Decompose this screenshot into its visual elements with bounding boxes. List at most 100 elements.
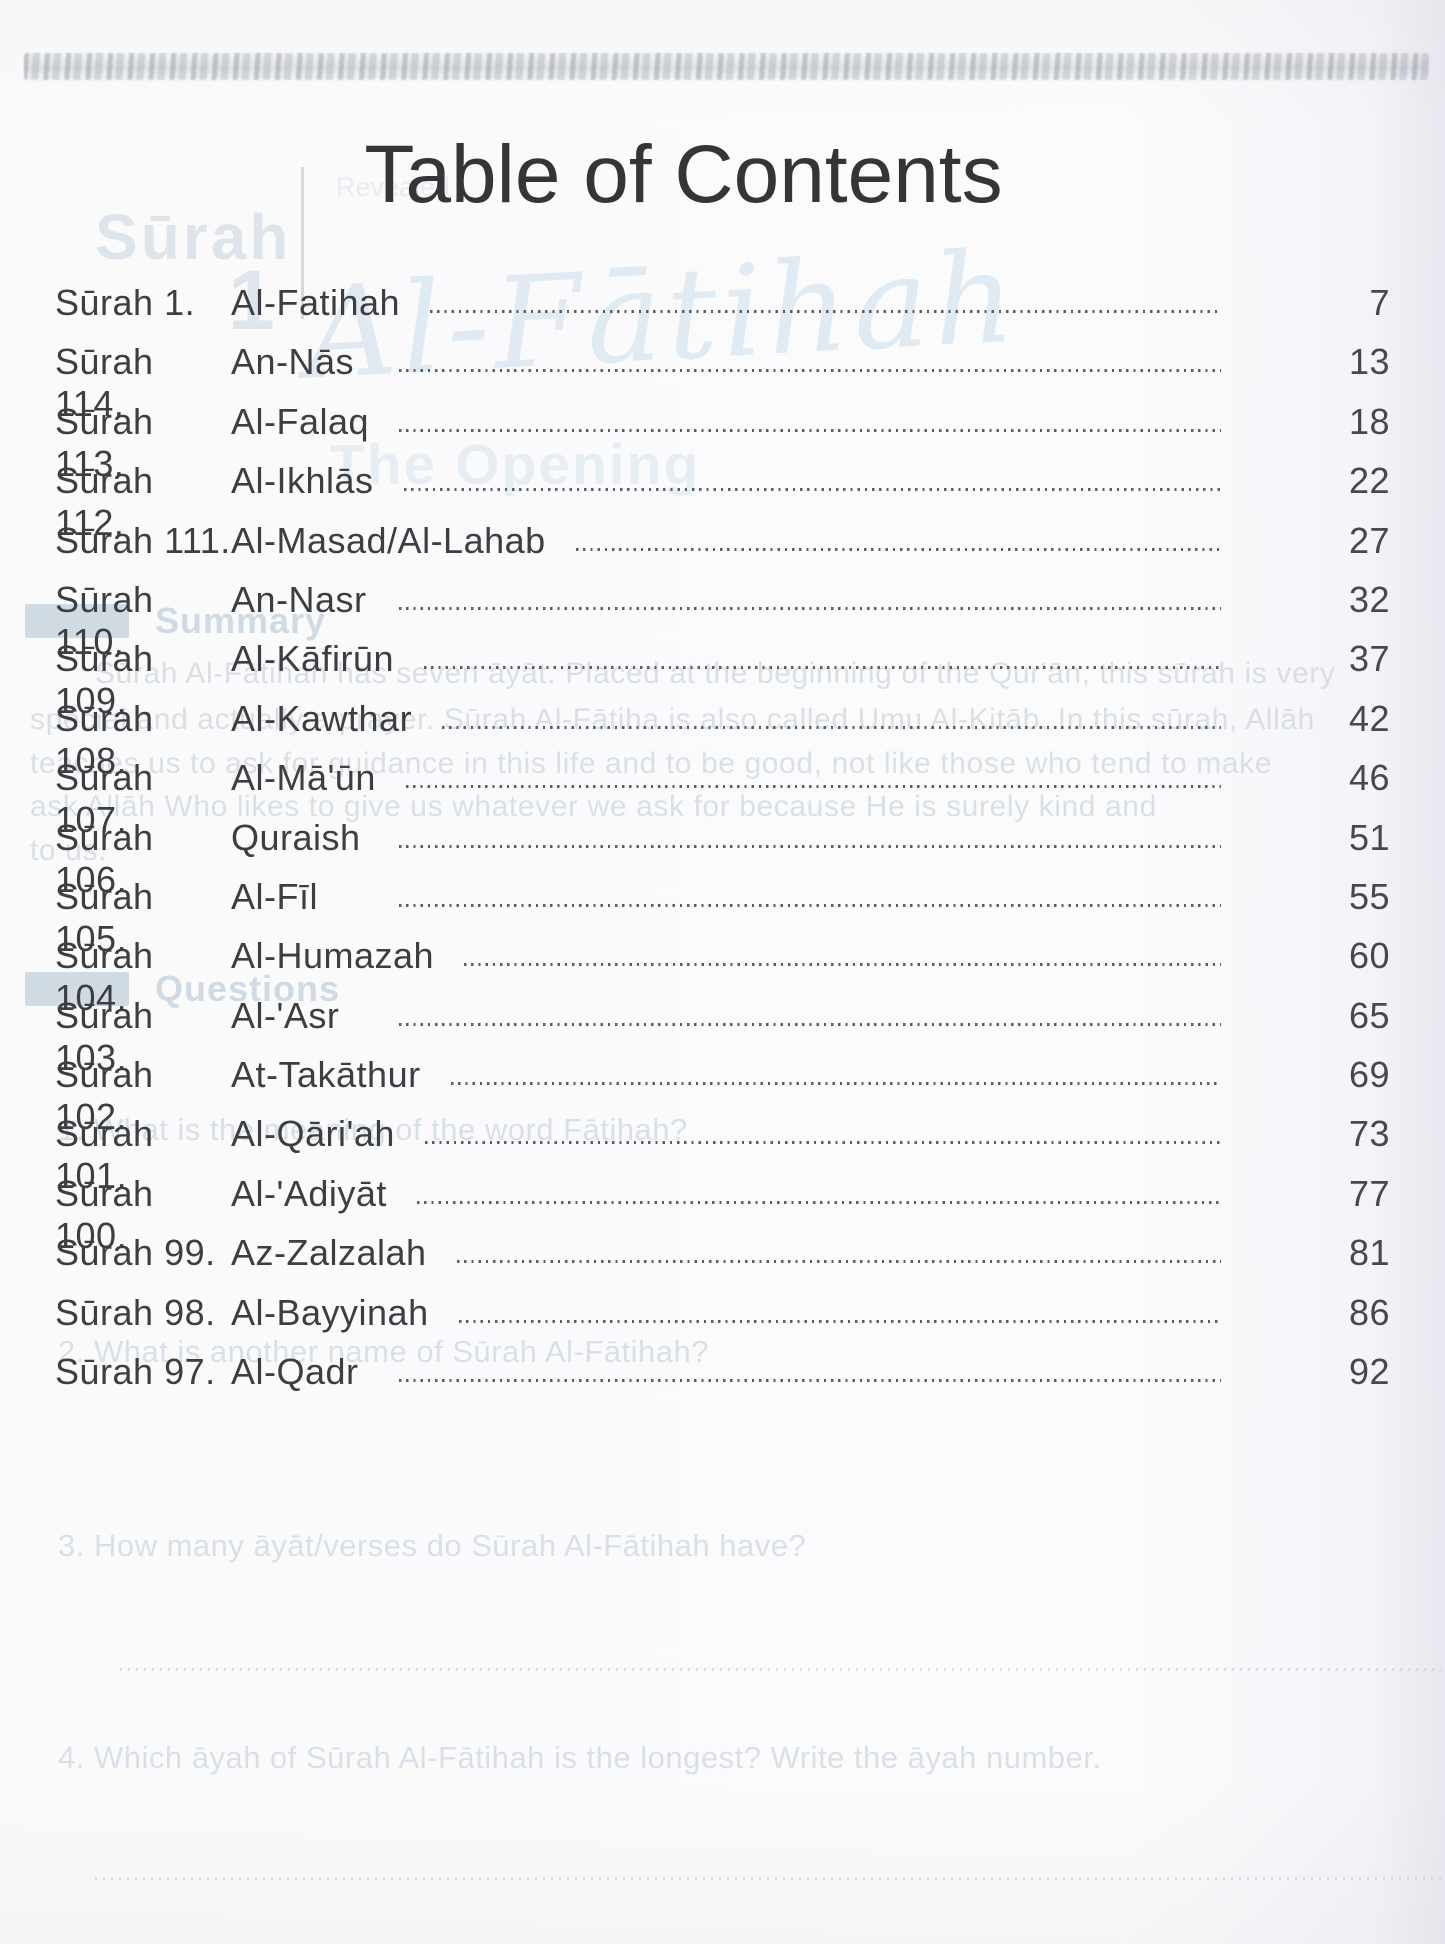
- toc-entry-row: Sūrah 101. Al-Qāri'ah 73: [55, 1113, 1390, 1196]
- toc-surah-name: Al-'Asr: [231, 994, 340, 1036]
- ghost-questions-label: Questions: [25, 968, 340, 1010]
- ghost-revealed-text: Revealed: [336, 172, 451, 202]
- toc-dot-leader: [399, 1379, 1221, 1383]
- toc-dot-leader: [424, 666, 1221, 670]
- label-box-icon: [25, 604, 129, 638]
- toc-entry-row: Sūrah 98. Al-Bayyinah 86: [55, 1292, 1390, 1351]
- ghost-subtitle: The Opening: [330, 433, 701, 497]
- ghost-summary-line: to us.: [30, 834, 107, 867]
- toc-surah-name: Al-Qāri'ah: [231, 1113, 395, 1155]
- toc-surah-label: Sūrah 107.: [55, 757, 154, 841]
- toc-dot-leader: [399, 369, 1221, 373]
- toc-dot-leader: [456, 1260, 1221, 1264]
- toc-page-number: 37: [1348, 638, 1390, 680]
- ghost-summary-line: special and actually a prayer. Sūrah Al-…: [30, 703, 1315, 736]
- ghost-summary-line: teaches us to ask for guidance in this l…: [30, 747, 1273, 780]
- toc-page-number: 13: [1348, 341, 1390, 383]
- toc-entry-row: Sūrah 99. Az-Zalzalah 81: [55, 1232, 1390, 1291]
- toc-surah-label: Sūrah 110.: [55, 578, 154, 662]
- toc-surah-name: Al-Humazah: [231, 935, 435, 977]
- toc-page-number: 55: [1348, 875, 1390, 917]
- toc-entry-row: Sūrah 112. Al-Ikhlās 22: [55, 460, 1390, 543]
- ghost-summary-line: ask Allāh Who likes to give us whatever …: [30, 790, 1157, 823]
- toc-surah-name: Al-Bayyinah: [231, 1291, 429, 1333]
- toc-surah-name: Al-Mā'ūn: [231, 757, 376, 799]
- toc-dot-leader: [442, 725, 1221, 729]
- toc-surah-label: Sūrah 101.: [55, 1113, 154, 1197]
- toc-surah-name: Quraish: [231, 816, 361, 858]
- toc-surah-label: Sūrah 1.: [55, 282, 196, 323]
- toc-surah-name: Al-Ikhlās: [231, 460, 374, 502]
- toc-entry-row: Sūrah 114. An-Nās 13: [55, 341, 1390, 424]
- toc-entry-row: Sūrah 113. Al-Falaq 18: [55, 400, 1390, 484]
- toc-dot-leader: [430, 310, 1221, 313]
- toc-page-number: 65: [1348, 994, 1390, 1036]
- toc-surah-label: Sūrah 108.: [55, 697, 154, 781]
- toc-page-number: 46: [1348, 757, 1390, 799]
- toc-entry-row: Sūrah 110. An-Nasr 32: [55, 578, 1390, 662]
- page-title: Table of Contents: [364, 129, 1003, 220]
- label-box-icon: [25, 972, 129, 1006]
- ghost-questions-label-text: Questions: [155, 968, 341, 1009]
- ghost-question: 3. How many āyāt/verses do Sūrah Al-Fāti…: [58, 1528, 807, 1563]
- toc-surah-label: Sūrah 109.: [55, 638, 154, 722]
- toc-entry-row: Sūrah 108. Al-Kawthar 42: [55, 697, 1390, 781]
- toc-page-number: 77: [1348, 1172, 1390, 1214]
- toc-surah-label: Sūrah 100.: [55, 1172, 154, 1256]
- toc-entry-row: Sūrah 100. Al-'Adiyāt 77: [55, 1172, 1390, 1256]
- toc-entry-row: Sūrah 107. Al-Mā'ūn 46: [55, 757, 1390, 840]
- toc-surah-label: Sūrah 103.: [55, 994, 154, 1078]
- toc-entry-row: Sūrah 102. At-Takāthur 69: [55, 1054, 1390, 1137]
- toc-surah-label: Sūrah 98.: [55, 1291, 216, 1333]
- toc-surah-name: Al-Masad/Al-Lahab: [231, 519, 546, 561]
- toc-surah-name: Al-Falaq: [231, 400, 370, 442]
- toc-dot-leader: [450, 1082, 1221, 1086]
- toc-page-number: 86: [1348, 1291, 1390, 1333]
- toc-surah-name: Al-Qadr: [231, 1351, 359, 1393]
- toc-entry-row: Sūrah 97. Al-Qadr 92: [55, 1351, 1390, 1410]
- toc-surah-name: Al-'Adiyāt: [231, 1172, 387, 1214]
- toc-surah-name: Al-Fīl: [231, 875, 318, 917]
- toc-dot-leader: [464, 963, 1221, 967]
- toc-entry-row: Sūrah 103. Al-'Asr 65: [55, 994, 1390, 1078]
- ghost-question: 2. What is another name of Sūrah Al-Fāti…: [58, 1334, 709, 1369]
- toc-dot-leader: [403, 488, 1221, 492]
- toc-surah-label: Sūrah 105.: [55, 875, 154, 959]
- toc-page-number: 7: [1369, 282, 1390, 323]
- toc-surah-name: Az-Zalzalah: [231, 1232, 427, 1274]
- toc-page-number: 60: [1348, 935, 1390, 977]
- toc-dot-leader: [416, 1200, 1221, 1204]
- toc-surah-label: Sūrah 113.: [55, 400, 154, 484]
- toc-page-number: 73: [1348, 1113, 1390, 1155]
- toc-page-number: 81: [1348, 1232, 1390, 1274]
- ghost-answer-line: [95, 1877, 1445, 1880]
- top-bleed-band: [24, 53, 1429, 80]
- toc-entry-row: Sūrah 104. Al-Humazah 60: [55, 935, 1390, 1018]
- toc-dot-leader: [575, 547, 1221, 551]
- toc-surah-label: Sūrah 106.: [55, 816, 154, 900]
- toc-surah-name: Al-Kawthar: [231, 697, 413, 739]
- toc-dot-leader: [458, 1319, 1221, 1323]
- toc-surah-label: Sūrah 99.: [55, 1232, 216, 1274]
- toc-dot-leader: [399, 844, 1221, 848]
- toc-surah-label: Sūrah 112.: [55, 460, 154, 544]
- toc-dot-leader: [399, 903, 1221, 907]
- ghost-question: 4. Which āyah of Sūrah Al-Fātihah is the…: [58, 1740, 1102, 1775]
- toc-entry-row: Sūrah 105. Al-Fīl 55: [55, 875, 1390, 959]
- toc-surah-label: Sūrah 102.: [55, 1054, 154, 1138]
- toc-dot-leader: [399, 606, 1221, 610]
- toc-entry-row: Sūrah 109. Al-Kāfirūn 37: [55, 638, 1390, 721]
- toc-entry-row: Sūrah 1. Al-Fatihah 7: [55, 282, 1390, 341]
- ghost-question: 1. What is the meaning of the word Fātih…: [58, 1112, 688, 1147]
- toc-dot-leader: [399, 1022, 1221, 1026]
- toc-page-number: 69: [1348, 1054, 1390, 1096]
- toc-surah-name: An-Nasr: [231, 578, 367, 620]
- toc-page-number: 51: [1348, 816, 1390, 858]
- toc-surah-name: At-Takāthur: [231, 1054, 421, 1096]
- toc-surah-name: An-Nās: [231, 341, 355, 383]
- toc-page-number: 18: [1348, 400, 1390, 442]
- toc-surah-label: Sūrah 97.: [55, 1351, 216, 1393]
- toc-page-number: 42: [1348, 697, 1390, 739]
